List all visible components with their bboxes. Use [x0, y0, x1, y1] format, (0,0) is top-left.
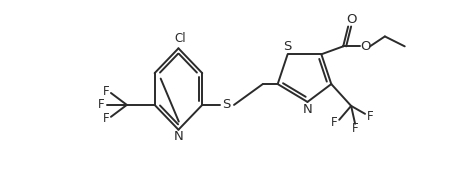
Text: S: S [283, 40, 292, 53]
Text: F: F [331, 116, 337, 129]
Text: F: F [103, 84, 109, 98]
Text: O: O [360, 40, 370, 53]
Text: F: F [367, 110, 374, 123]
Text: F: F [103, 112, 109, 125]
Text: O: O [346, 13, 356, 26]
Text: S: S [222, 98, 230, 111]
Text: F: F [352, 122, 358, 135]
Text: N: N [302, 103, 312, 116]
Text: Cl: Cl [174, 32, 186, 45]
Text: F: F [98, 98, 104, 111]
Text: N: N [173, 130, 183, 143]
